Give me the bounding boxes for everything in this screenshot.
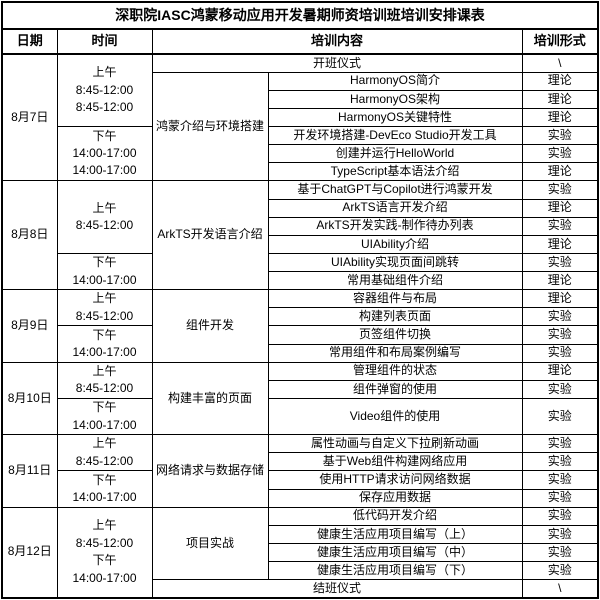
content-cell: Video组件的使用 <box>267 397 523 436</box>
content-cell: HarmonyOS简介 <box>267 71 523 91</box>
content-cell: 常用组件和布局案例编写 <box>267 343 523 363</box>
time-am-cell: 上午 8:45-12:00 <box>56 434 153 472</box>
format-cell: 实验 <box>521 397 599 436</box>
content-cell: 保存应用数据 <box>267 488 523 508</box>
content-cell: 健康生活应用项目编写（上） <box>267 524 523 544</box>
format-cell: 理论 <box>521 198 599 218</box>
time-pm-cell: 下午 14:00-17:00 14:00-17:00 <box>56 125 153 182</box>
format-cell: \ <box>521 579 599 599</box>
category-cell: 网络请求与数据存储 <box>151 434 269 508</box>
time-pm-cell: 下午 14:00-17:00 <box>56 325 153 363</box>
content-cell: 健康生活应用项目编写（中） <box>267 542 523 563</box>
format-cell: 实验 <box>521 488 599 508</box>
content-cell: 结班仪式 <box>151 579 523 599</box>
format-cell: 实验 <box>521 434 599 454</box>
format-cell: 理论 <box>521 289 599 309</box>
content-cell: 开班仪式 <box>151 53 523 73</box>
content-cell: 属性动画与自定义下拉刷新动画 <box>267 434 523 454</box>
category-cell: 鸿蒙介绍与环境搭建 <box>151 71 269 182</box>
header-time: 时间 <box>56 28 153 55</box>
format-cell: \ <box>521 53 599 73</box>
format-cell: 实验 <box>521 216 599 236</box>
content-cell: 构建列表页面 <box>267 307 523 327</box>
time-am-cell: 上午 8:45-12:00 8:45-12:00 <box>56 53 153 127</box>
content-cell: 健康生活应用项目编写（下） <box>267 560 523 581</box>
format-cell: 实验 <box>521 452 599 472</box>
category-cell: 组件开发 <box>151 289 269 363</box>
format-cell: 实验 <box>521 506 599 526</box>
header-format: 培训形式 <box>521 28 599 55</box>
content-cell: HarmonyOS架构 <box>267 89 523 109</box>
content-cell: 容器组件与布局 <box>267 289 523 309</box>
format-cell: 实验 <box>521 325 599 345</box>
page-title: 深职院IASC鸿蒙移动应用开发暑期师资培训班培训安排课表 <box>1 1 599 30</box>
date-cell: 8月10日 <box>1 361 58 436</box>
content-cell: UIAbility介绍 <box>267 234 523 254</box>
format-cell: 实验 <box>521 252 599 273</box>
format-cell: 实验 <box>521 560 599 581</box>
content-cell: ArkTS开发实践-制作待办列表 <box>267 216 523 236</box>
format-cell: 理论 <box>521 270 599 291</box>
content-cell: 使用HTTP请求访问网络数据 <box>267 470 523 490</box>
content-cell: 管理组件的状态 <box>267 361 523 381</box>
format-cell: 理论 <box>521 107 599 128</box>
time-pm-cell: 下午 14:00-17:00 <box>56 252 153 291</box>
format-cell: 实验 <box>521 144 599 164</box>
format-cell: 实验 <box>521 307 599 327</box>
time-am-cell: 上午 8:45-12:00 <box>56 289 153 327</box>
date-cell: 8月9日 <box>1 289 58 363</box>
time-pm-cell: 下午 14:00-17:00 <box>56 397 153 436</box>
time-am-cell: 上午 8:45-12:00 <box>56 180 153 254</box>
format-cell: 实验 <box>521 180 599 200</box>
content-cell: 开发环境搭建-DevEco Studio开发工具 <box>267 125 523 146</box>
time-cell: 上午 8:45-12:00 下午 14:00-17:00 <box>56 506 153 599</box>
content-cell: 创建并运行HelloWorld <box>267 144 523 164</box>
content-cell: ArkTS语言开发介绍 <box>267 198 523 218</box>
content-cell: HarmonyOS关键特性 <box>267 107 523 128</box>
date-cell: 8月7日 <box>1 53 58 182</box>
format-cell: 实验 <box>521 343 599 363</box>
format-cell: 实验 <box>521 524 599 544</box>
format-cell: 理论 <box>521 234 599 254</box>
content-cell: 低代码开发介绍 <box>267 506 523 526</box>
date-cell: 8月12日 <box>1 506 58 599</box>
category-cell: 构建丰富的页面 <box>151 361 269 436</box>
format-cell: 理论 <box>521 361 599 381</box>
time-pm-cell: 下午 14:00-17:00 <box>56 470 153 508</box>
category-cell: 项目实战 <box>151 506 269 581</box>
content-cell: 页签组件切换 <box>267 325 523 345</box>
content-cell: UIAbility实现页面间跳转 <box>267 252 523 273</box>
format-cell: 实验 <box>521 470 599 490</box>
date-cell: 8月11日 <box>1 434 58 508</box>
format-cell: 理论 <box>521 162 599 182</box>
content-cell: TypeScript基本语法介绍 <box>267 162 523 182</box>
time-am-cell: 上午 8:45-12:00 <box>56 361 153 399</box>
format-cell: 理论 <box>521 71 599 91</box>
format-cell: 实验 <box>521 379 599 399</box>
format-cell: 理论 <box>521 89 599 109</box>
content-cell: 基于ChatGPT与Copilot进行鸿蒙开发 <box>267 180 523 200</box>
content-cell: 常用基础组件介绍 <box>267 270 523 291</box>
format-cell: 实验 <box>521 125 599 146</box>
date-cell: 8月8日 <box>1 180 58 291</box>
header-date: 日期 <box>1 28 58 55</box>
header-content: 培训内容 <box>151 28 523 55</box>
content-cell: 组件弹窗的使用 <box>267 379 523 399</box>
format-cell: 实验 <box>521 542 599 563</box>
content-cell: 基于Web组件构建网络应用 <box>267 452 523 472</box>
category-cell: ArkTS开发语言介绍 <box>151 180 269 291</box>
